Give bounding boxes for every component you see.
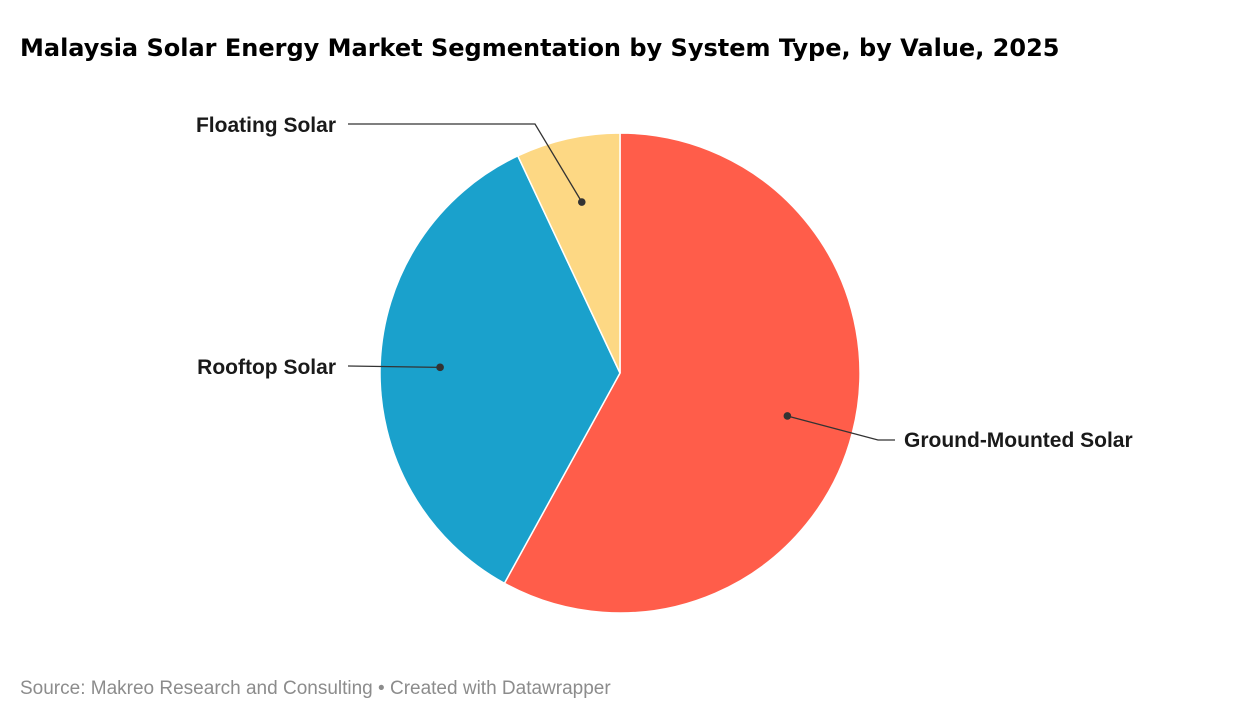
chart-title: Malaysia Solar Energy Market Segmentatio… bbox=[20, 34, 1060, 62]
leader-dot-ground-mounted-solar bbox=[783, 412, 792, 420]
leader-line-ground-mounted-solar bbox=[787, 415, 895, 441]
leader-dot-rooftop-solar bbox=[436, 363, 444, 372]
leader-line-rooftop-solar bbox=[347, 365, 441, 368]
label-rooftop-solar: Rooftop Solar bbox=[197, 356, 336, 379]
source-footer: Source: Makreo Research and Consulting •… bbox=[20, 678, 611, 700]
label-ground-mounted-solar: Ground-Mounted Solar bbox=[904, 429, 1133, 452]
label-leaders bbox=[347, 123, 895, 441]
leader-dot-floating-solar bbox=[577, 198, 586, 206]
credit-text: Created with Datawrapper bbox=[389, 678, 611, 699]
slice-floating-solar bbox=[516, 132, 621, 374]
separator-dot: • bbox=[378, 678, 385, 699]
pie-slices bbox=[379, 132, 861, 614]
slice-rooftop-solar bbox=[379, 154, 621, 585]
source-text: Source: Makreo Research and Consulting bbox=[20, 678, 373, 699]
label-floating-solar: Floating Solar bbox=[196, 114, 336, 137]
slice-labels: Ground-Mounted Solar Rooftop Solar Floatin… bbox=[196, 114, 1133, 452]
leader-line-floating-solar bbox=[348, 123, 583, 203]
